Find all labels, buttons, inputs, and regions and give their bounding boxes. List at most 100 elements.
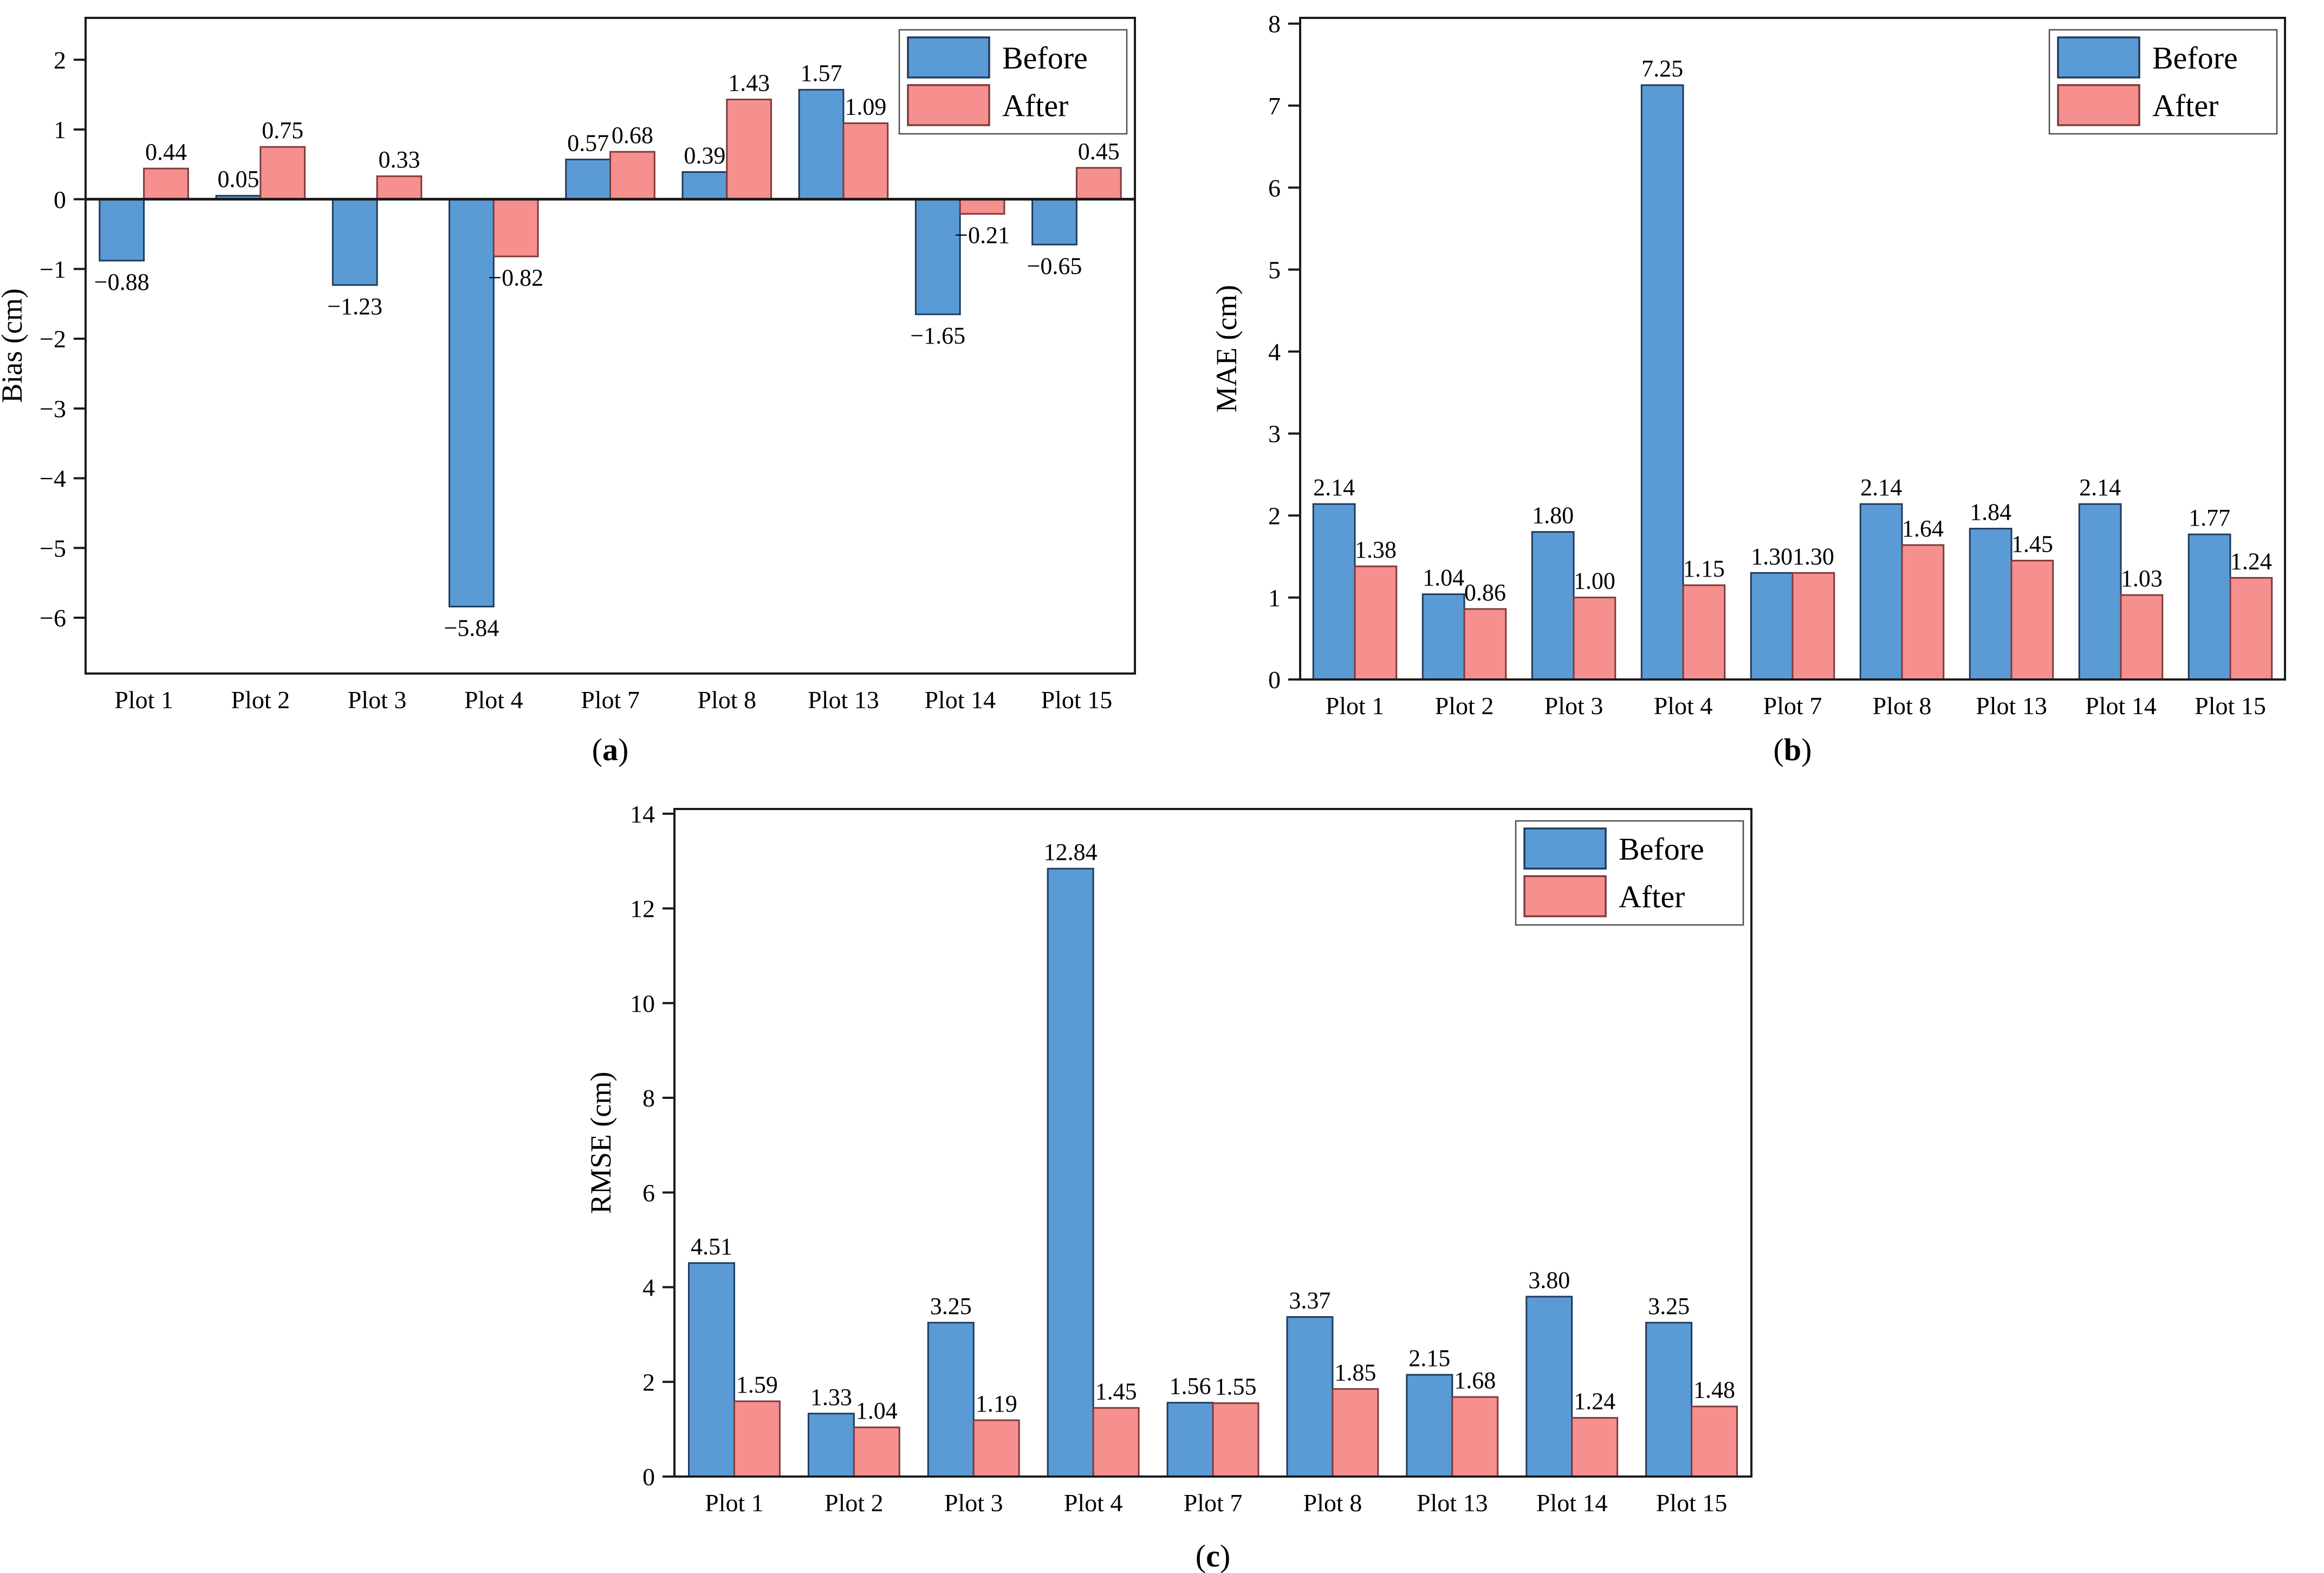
value-label: 2.14	[2079, 474, 2121, 501]
bar-after-plot-4	[492, 198, 539, 257]
value-label: 1.03	[2121, 565, 2163, 592]
caption-paren: )	[1801, 732, 1812, 767]
bar-after-plot-14	[2120, 594, 2164, 681]
x-tick-label: Plot 7	[1184, 1489, 1243, 1517]
value-label: 0.33	[378, 146, 420, 173]
value-label: 3.25	[930, 1293, 972, 1319]
value-label: 1.45	[1095, 1378, 1137, 1404]
caption-letter: a	[602, 732, 618, 767]
value-label: 1.59	[736, 1371, 778, 1398]
x-tick-label: Plot 2	[1435, 692, 1494, 720]
value-label: 1.84	[1970, 499, 2011, 526]
bar-before-plot-7	[1750, 572, 1794, 681]
bar-before-plot-2	[807, 1413, 855, 1478]
y-tick-label: 5	[1268, 256, 1281, 284]
x-tick-label: Plot 14	[1536, 1489, 1608, 1517]
caption-letter: b	[1783, 732, 1802, 767]
bar-after-plot-14	[1571, 1417, 1619, 1478]
value-label: 3.25	[1648, 1293, 1690, 1319]
x-tick-label: Plot 1	[705, 1489, 764, 1517]
bar-before-plot-14	[2078, 503, 2122, 681]
value-label: 1.33	[810, 1384, 852, 1410]
value-label: 1.04	[1423, 565, 1464, 591]
value-label: 1.09	[845, 93, 886, 120]
x-tick-label: Plot 15	[1656, 1489, 1728, 1517]
y-tick-label: 2	[642, 1368, 655, 1396]
y-tick-label: 8	[642, 1084, 655, 1112]
value-label: 1.64	[1902, 515, 1944, 542]
x-tick-label: Plot 3	[348, 686, 407, 714]
rmse-chart-svg: 4.51 1.33 3.25 12.84 1.56 3.37 2.15 3.80 3.25 1.5…	[585, 800, 1752, 1517]
bar-before-plot-13	[1969, 528, 2013, 681]
value-label: 1.00	[1574, 568, 1615, 594]
bar-after-plot-7	[1791, 572, 1835, 681]
bar-after-plot-7	[609, 151, 655, 200]
y-tick-label: 2	[54, 46, 66, 74]
caption-c: (c)	[674, 1539, 1751, 1573]
value-label: −0.21	[955, 222, 1010, 249]
value-label: 3.80	[1528, 1267, 1570, 1293]
value-label: 1.24	[2230, 548, 2272, 574]
legend-label: After	[1619, 879, 1685, 914]
value-label: 2.14	[1860, 474, 1902, 501]
value-label: 1.30	[1751, 543, 1793, 569]
legend-swatch-before	[907, 36, 990, 79]
value-label: −5.84	[444, 614, 499, 641]
caption-paren: (	[1773, 732, 1784, 767]
legend: Before After	[2048, 29, 2278, 135]
bar-before-plot-3	[927, 1322, 975, 1478]
y-tick-label: −5	[40, 534, 66, 562]
value-label: −0.65	[1027, 253, 1082, 279]
y-tick-label: 0	[642, 1463, 655, 1491]
bar-after-plot-15	[1691, 1406, 1738, 1478]
legend-label: After	[2152, 88, 2218, 123]
value-label: 1.24	[1574, 1388, 1615, 1415]
bar-after-plot-13	[842, 122, 889, 200]
y-axis-title: RMSE (cm)	[585, 1072, 617, 1214]
x-tick-label: Plot 7	[1763, 692, 1822, 720]
bar-before-plot-7	[1166, 1402, 1214, 1478]
bar-before-plot-13	[1406, 1374, 1453, 1478]
bar-after-plot-1	[733, 1400, 781, 1478]
y-tick-label: 7	[1268, 92, 1281, 120]
value-label: 0.86	[1464, 579, 1506, 606]
x-tick-label: Plot 1	[114, 686, 173, 714]
bar-after-plot-7	[1212, 1402, 1260, 1478]
x-tick-label: Plot 7	[581, 686, 640, 714]
y-tick-label: −3	[40, 395, 66, 423]
legend-swatch-after	[907, 84, 990, 126]
value-label: 2.15	[1408, 1345, 1450, 1371]
x-tick-label: Plot 14	[2085, 692, 2157, 720]
bar-after-plot-15	[2229, 577, 2273, 681]
y-axis-title: MAE (cm)	[1210, 285, 1243, 412]
value-label: 1.45	[2011, 531, 2053, 558]
caption-paren: (	[1195, 1538, 1206, 1573]
bar-before-plot-1	[1312, 503, 1356, 681]
y-tick-label: 2	[1268, 502, 1281, 529]
axes-frame	[673, 808, 1752, 1478]
y-axis-title: Bias (cm)	[0, 288, 28, 403]
legend: Before After	[898, 29, 1128, 135]
bar-after-plot-13	[1451, 1396, 1499, 1478]
bar-before-plot-15	[1031, 198, 1077, 245]
bar-before-plot-13	[798, 89, 845, 200]
value-label: 0.68	[612, 122, 653, 148]
x-tick-label: Plot 13	[1976, 692, 2047, 720]
bar-after-plot-3	[972, 1419, 1020, 1478]
y-tick-label: 8	[1268, 10, 1281, 38]
value-label: 0.57	[567, 130, 609, 156]
value-label: 1.56	[1170, 1373, 1211, 1400]
chart-mae: 2.14 1.04 1.80 7.25 1.30 2.14 1.84 2.14 1.77 1.38…	[1162, 0, 2324, 786]
bar-before-plot-1	[99, 198, 145, 262]
value-label: 1.85	[1334, 1359, 1376, 1386]
caption-b: (b)	[1300, 733, 2285, 767]
value-label: 1.04	[856, 1397, 898, 1424]
x-tick-label: Plot 2	[231, 686, 290, 714]
value-label: 2.14	[1313, 474, 1355, 501]
y-tick-label: 14	[630, 800, 655, 828]
mae-chart-svg: 2.14 1.04 1.80 7.25 1.30 2.14 1.84 2.14 1.77 1.38…	[1210, 10, 2286, 720]
x-tick-label: Plot 15	[1041, 686, 1113, 714]
y-tick-label: 12	[630, 895, 655, 923]
value-label: 3.37	[1289, 1287, 1330, 1314]
